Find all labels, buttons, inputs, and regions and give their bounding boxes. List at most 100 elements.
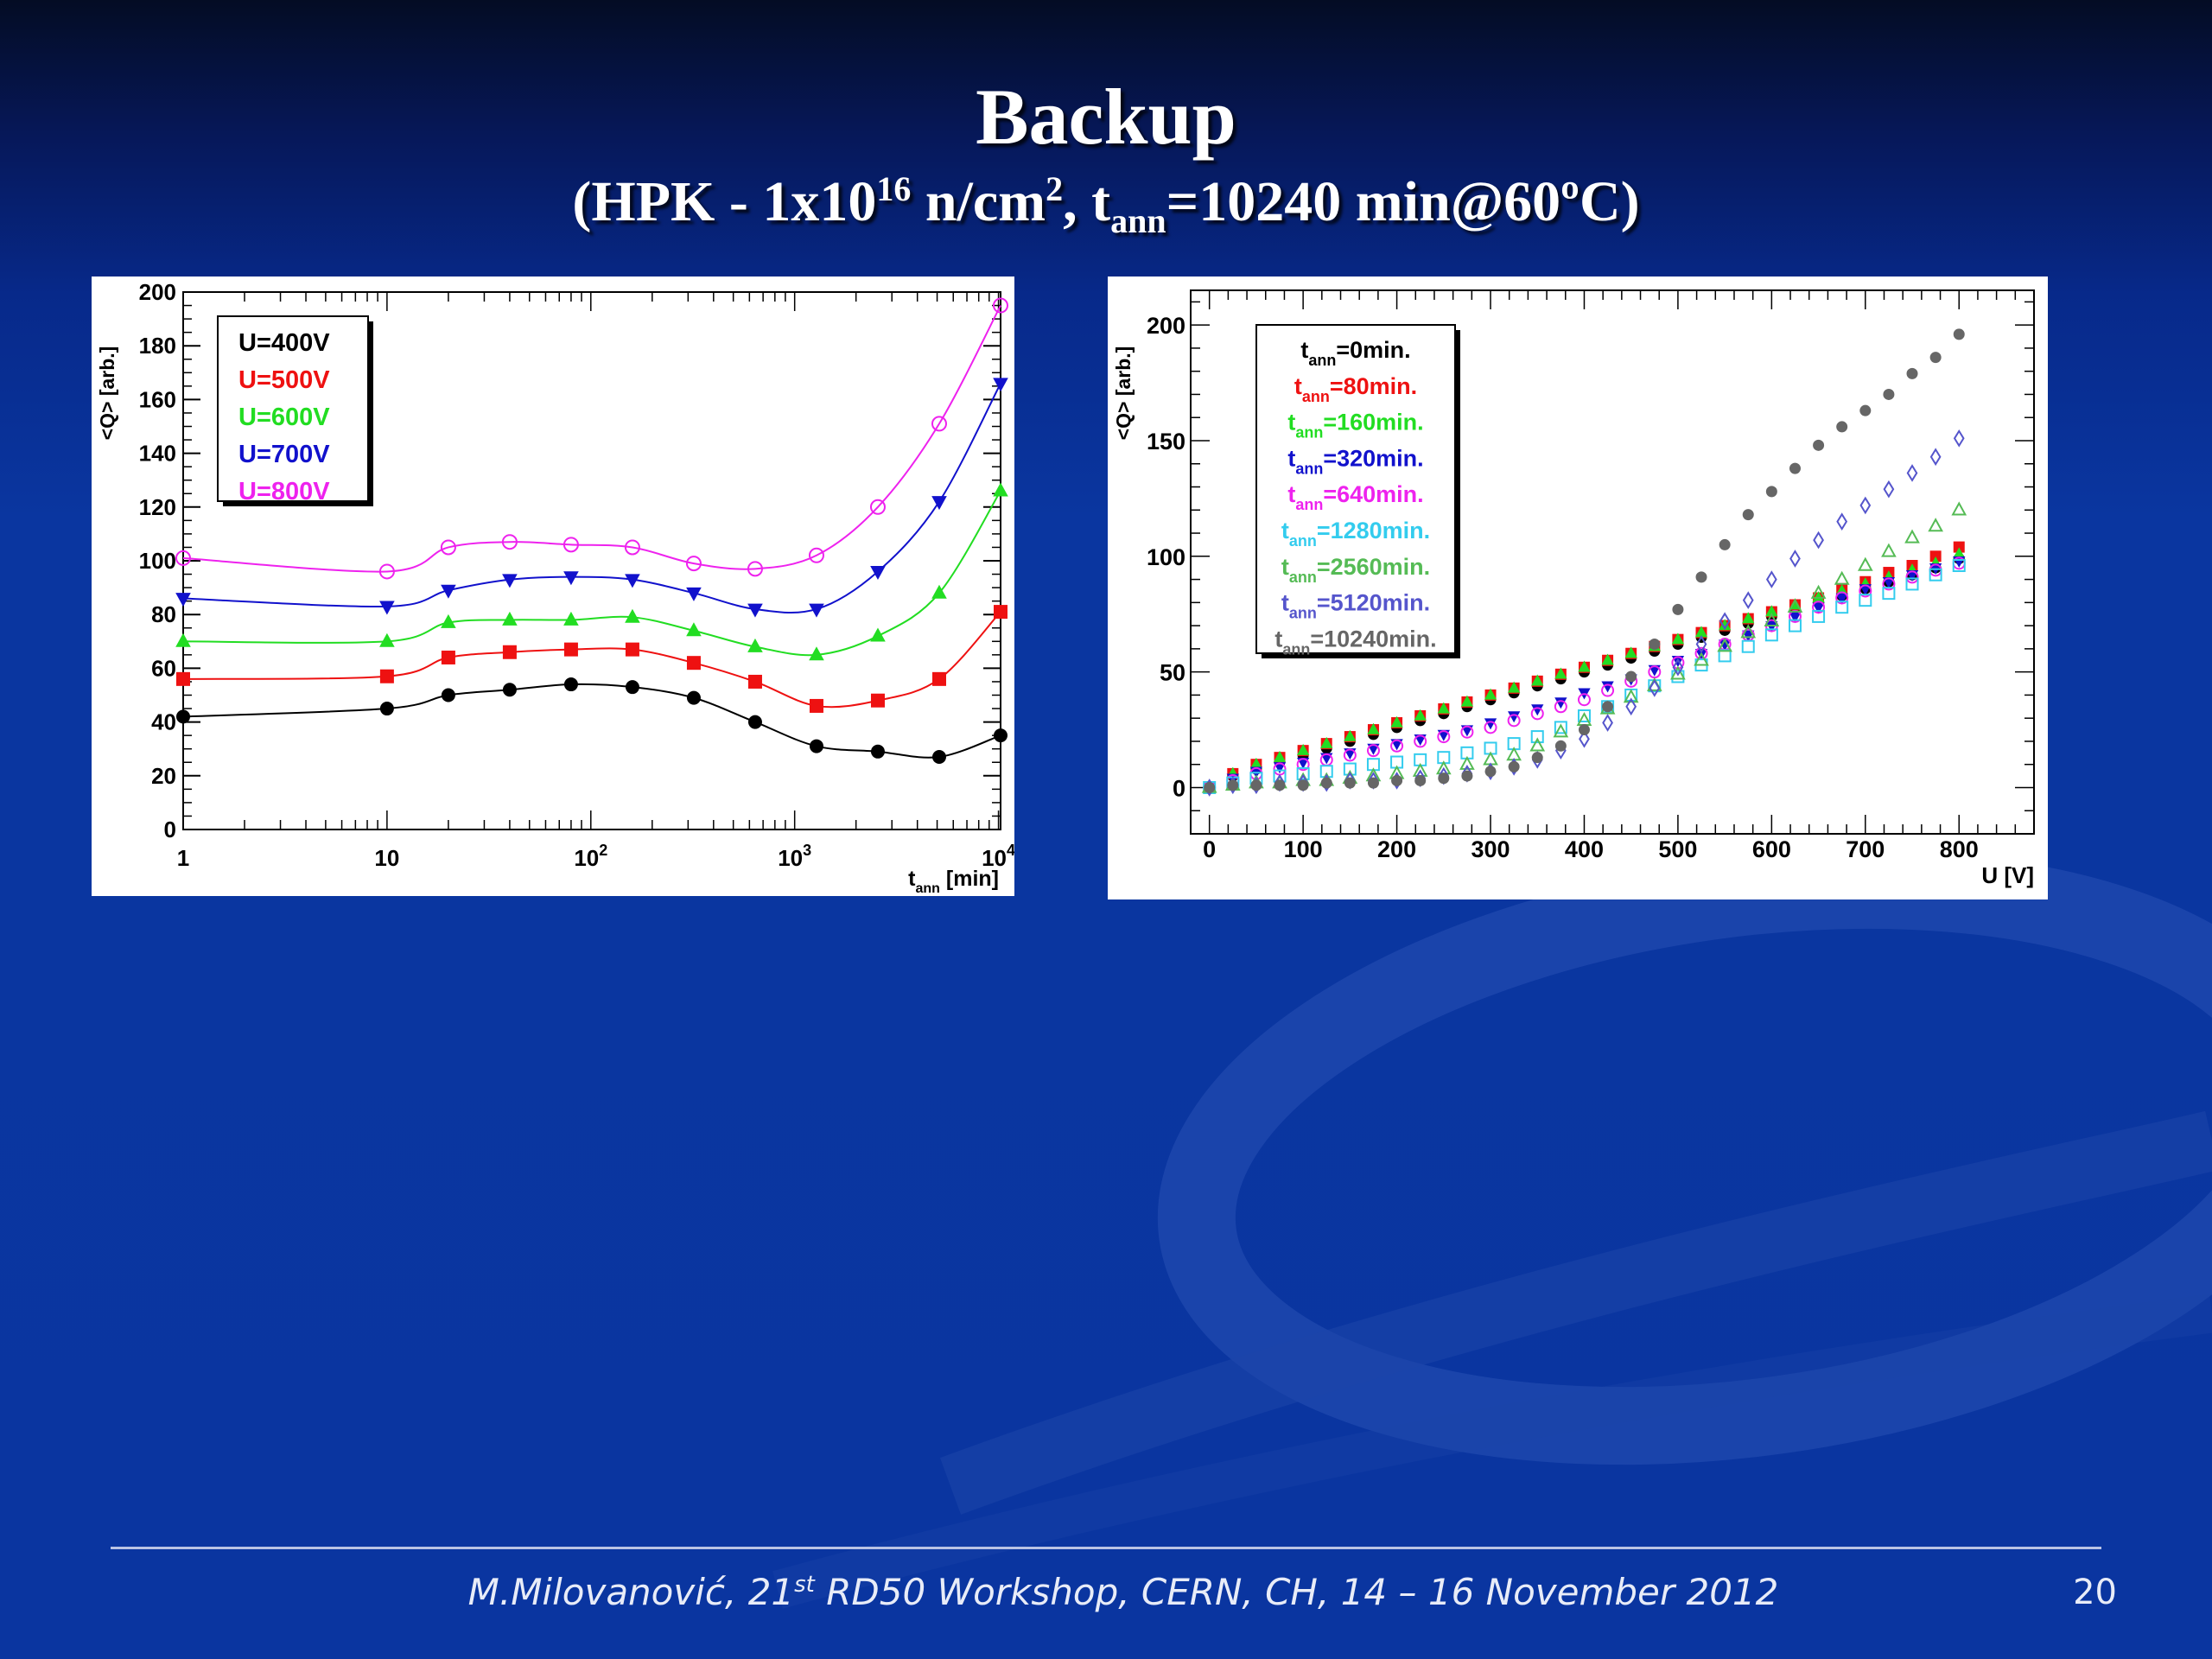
data-point [1625, 671, 1637, 683]
legend-name: =1280min. [1317, 518, 1430, 543]
data-point [1273, 750, 1287, 762]
data-point [1250, 779, 1262, 791]
data-point [1274, 779, 1286, 791]
legend: tann=0min.tann=80min.tann=160min.tann=32… [1255, 324, 1460, 658]
data-point [1602, 701, 1614, 713]
data-point [441, 650, 455, 664]
footer-citation: M.Milovanović, 21st RD50 Workshop, CERN,… [467, 1571, 1779, 1613]
legend-box [1255, 324, 1456, 654]
series-line [182, 611, 1001, 709]
x-tick-exponent: 2 [599, 842, 607, 859]
data-point [1719, 612, 1731, 631]
data-point [809, 646, 824, 661]
data-point [1695, 571, 1707, 583]
legend-sub: ann [1295, 460, 1323, 477]
data-point [809, 698, 823, 713]
data-point [1367, 722, 1380, 734]
data-point [1484, 718, 1497, 730]
data-point [1953, 429, 1965, 448]
y-tick-label: 160 [139, 386, 176, 412]
legend-t: t [1294, 373, 1302, 399]
legend-name: =320min. [1323, 445, 1423, 471]
data-point [1204, 781, 1216, 793]
data-point [1484, 766, 1497, 778]
data-point [870, 566, 886, 581]
data-point [1414, 709, 1427, 721]
data-point [809, 739, 823, 753]
x-tick-label: 104 [982, 842, 1014, 871]
data-point [1601, 653, 1614, 665]
data-point [1859, 594, 1872, 607]
legend-name: =5120min. [1317, 590, 1430, 616]
legend-entry: U=700V [238, 441, 330, 468]
legend: U=400V U=500V U=600V U=700V U=800V [217, 315, 373, 506]
data-point [1507, 714, 1521, 728]
x-tick-label: 800 [1940, 836, 1979, 862]
data-point [1507, 711, 1521, 723]
data-point [1296, 758, 1310, 772]
data-point [440, 539, 456, 556]
x-tick-label: 100 [1284, 836, 1323, 862]
series-line [182, 490, 1001, 657]
series--10240min- [1204, 328, 1965, 793]
x-tick-label: 500 [1658, 836, 1697, 862]
x-tick-exponent: 4 [1007, 842, 1014, 859]
data-point [1602, 714, 1613, 732]
x-axis-label-main: t [908, 867, 916, 891]
data-point [1717, 638, 1732, 652]
data-point [993, 482, 1008, 497]
x-tick-exponent: 3 [803, 842, 811, 859]
data-point [1249, 757, 1263, 769]
data-point [625, 680, 639, 695]
data-point [1905, 570, 1919, 584]
data-point [870, 627, 886, 642]
data-point [1459, 755, 1475, 770]
data-point [624, 539, 640, 556]
legend-sub: ann [1282, 640, 1310, 658]
data-point [1227, 779, 1239, 791]
data-point [1390, 715, 1403, 728]
data-point [379, 702, 394, 716]
legend-t: t [1300, 337, 1308, 363]
data-point [1531, 752, 1543, 764]
data-point [1601, 683, 1615, 697]
legend-sub: ann [1289, 605, 1317, 622]
data-point [625, 608, 640, 623]
data-point [502, 645, 517, 659]
slide-subtitle: (HPK - 1x1016 n/cm2, tann=10240 min@60ºC… [572, 169, 1640, 241]
y-tick-label: 40 [151, 709, 176, 735]
series-u-800v [175, 297, 1008, 580]
data-point [686, 690, 701, 705]
x-tick-base: 10 [982, 845, 1007, 871]
legend-entry: tann=160min. [1287, 410, 1423, 442]
data-point [1859, 496, 1872, 515]
data-point [869, 499, 886, 515]
data-point [625, 574, 640, 588]
data-point [175, 550, 191, 566]
data-point [1672, 603, 1684, 615]
data-point [1929, 568, 1942, 582]
data-point [1438, 772, 1450, 785]
x-tick-label: 1 [177, 845, 189, 871]
data-point [1414, 734, 1427, 748]
data-point [1367, 777, 1379, 789]
data-point [563, 677, 578, 692]
y-tick-label: 180 [139, 333, 176, 359]
data-point [1672, 658, 1684, 677]
data-point [1789, 550, 1801, 568]
legend-t: t [1281, 554, 1289, 580]
data-point [1296, 766, 1310, 780]
y-tick-label: 60 [151, 655, 176, 681]
data-point [1344, 777, 1356, 789]
x-tick-label: 300 [1471, 836, 1510, 862]
data-point [870, 744, 885, 759]
data-point [686, 656, 701, 671]
data-point [1764, 628, 1778, 642]
legend-t: t [1281, 590, 1289, 616]
y-tick-label: 120 [139, 494, 176, 520]
legend-entry: tann=320min. [1287, 445, 1423, 477]
page-number: 20 [2073, 1573, 2117, 1612]
data-point [1437, 702, 1450, 714]
